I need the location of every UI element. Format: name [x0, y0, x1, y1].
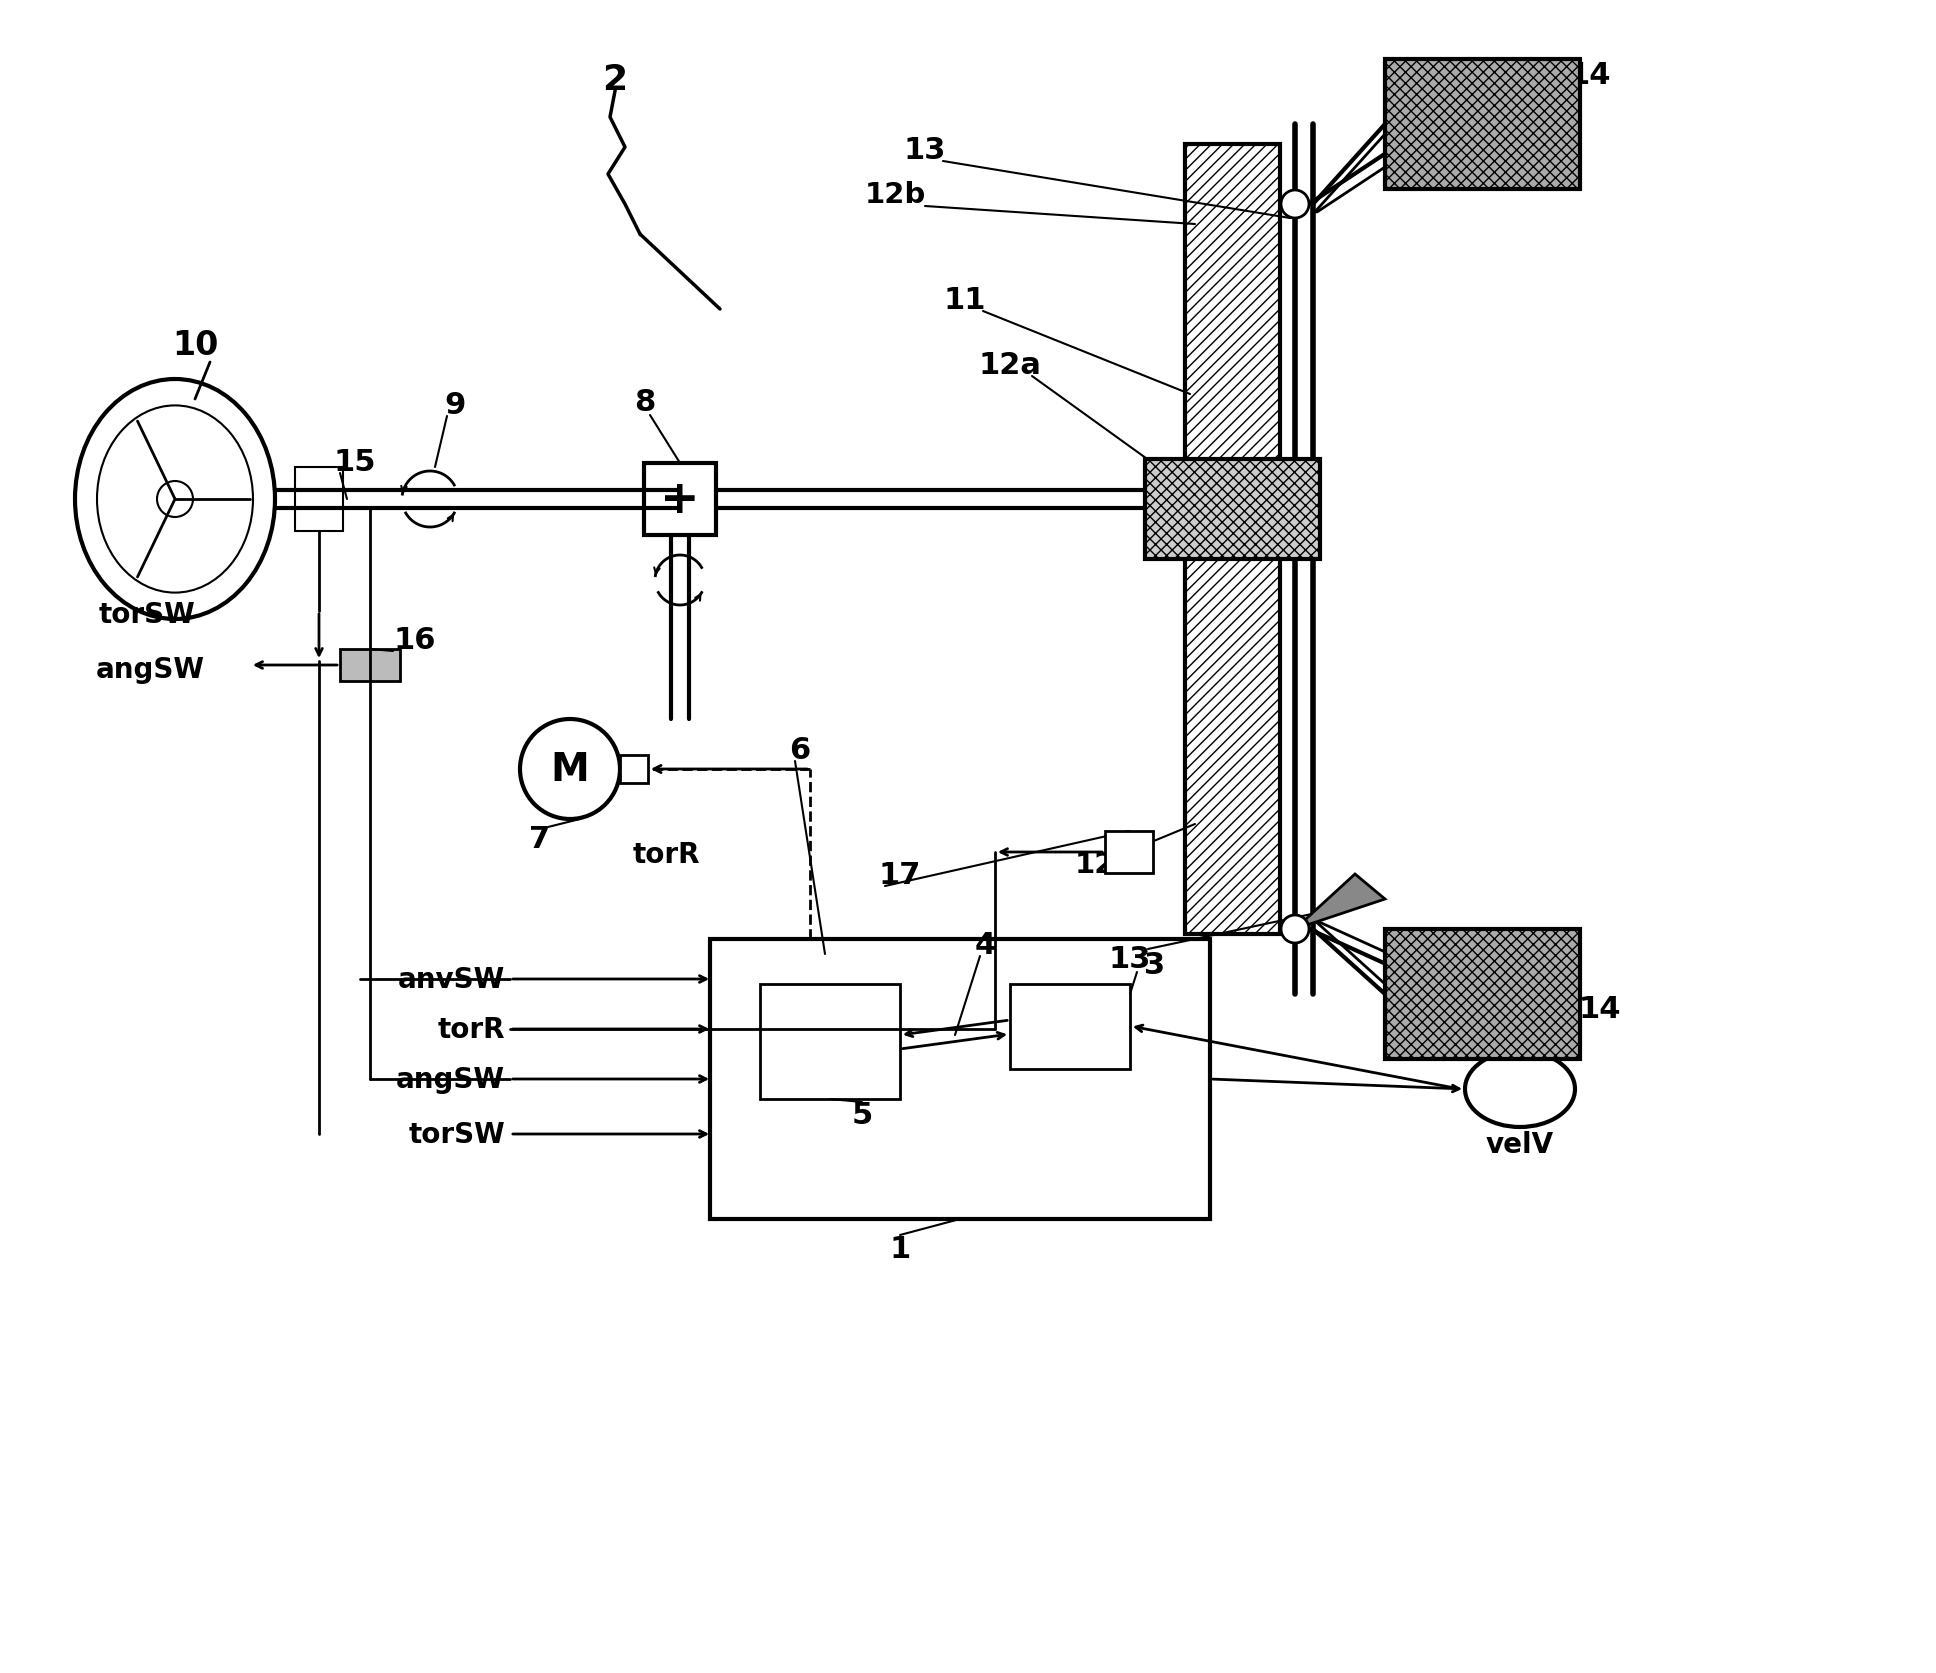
Bar	[1384, 930, 1580, 1059]
Text: 1: 1	[889, 1235, 910, 1263]
Text: torR: torR	[438, 1016, 505, 1044]
Text: 10: 10	[172, 328, 219, 361]
Text: torSW: torSW	[99, 601, 196, 629]
Text: 12b: 12b	[863, 181, 925, 209]
Bar	[620, 756, 649, 783]
Text: angSW: angSW	[97, 656, 205, 684]
Text: 6: 6	[790, 734, 811, 765]
Bar	[341, 649, 401, 681]
Text: 11: 11	[943, 286, 985, 315]
Text: +: +	[660, 477, 699, 522]
Text: 14: 14	[1578, 995, 1620, 1024]
Bar	[711, 940, 1210, 1220]
Polygon shape	[1295, 875, 1384, 930]
Bar	[1144, 460, 1320, 560]
Circle shape	[1282, 915, 1309, 944]
Text: 5: 5	[852, 1099, 873, 1129]
Bar	[645, 463, 716, 535]
Text: 3: 3	[1144, 950, 1165, 979]
Text: 14: 14	[1568, 60, 1611, 89]
Text: torSW: torSW	[408, 1121, 505, 1148]
Bar	[294, 468, 343, 532]
Text: 13: 13	[1109, 945, 1152, 974]
Circle shape	[1282, 191, 1309, 219]
Text: 12a: 12a	[978, 350, 1042, 380]
Text: M: M	[550, 751, 589, 788]
Text: 4: 4	[974, 930, 995, 959]
Bar	[1144, 460, 1320, 560]
Text: 8: 8	[635, 386, 656, 417]
Text: 12b: 12b	[1074, 850, 1136, 878]
Text: 13: 13	[904, 136, 947, 164]
Bar	[761, 984, 900, 1099]
Bar	[1105, 831, 1154, 873]
Text: angSW: angSW	[397, 1066, 505, 1094]
Text: velV: velV	[1487, 1131, 1555, 1158]
Text: 2: 2	[602, 64, 627, 97]
Bar	[1185, 146, 1280, 935]
Text: 16: 16	[393, 626, 436, 654]
Text: 17: 17	[879, 860, 922, 888]
Text: 15: 15	[333, 447, 376, 477]
Bar	[1185, 146, 1280, 935]
Text: anvSW: anvSW	[397, 965, 505, 994]
Circle shape	[521, 719, 620, 820]
Text: 7: 7	[529, 825, 550, 853]
Circle shape	[157, 482, 194, 517]
Bar	[1384, 930, 1580, 1059]
Bar	[1384, 60, 1580, 191]
Bar	[1011, 984, 1131, 1069]
Text: torR: torR	[633, 840, 701, 868]
Text: 9: 9	[445, 390, 467, 420]
Bar	[1384, 60, 1580, 191]
